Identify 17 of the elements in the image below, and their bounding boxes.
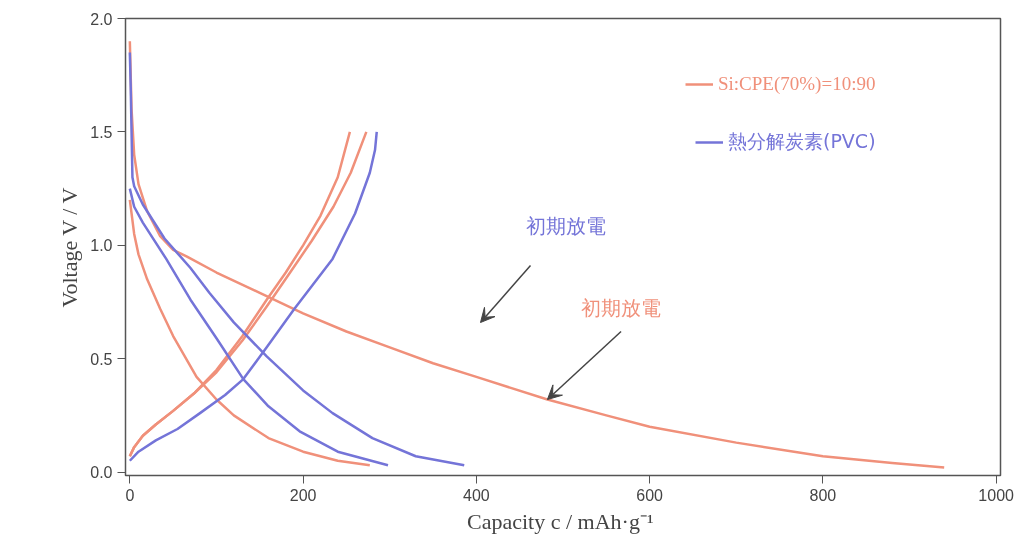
x-tick-label: 200	[289, 486, 317, 504]
x-tick-label: 600	[636, 486, 664, 504]
x-tick-label: 0	[125, 486, 135, 504]
y-tick-label: 1.5	[90, 123, 113, 141]
y-tick-label: 1.0	[90, 237, 113, 255]
y-tick-label: 2.0	[90, 10, 113, 28]
annotation: 初期放電	[581, 296, 662, 321]
legend-label: 熱分解炭素(PVC)	[728, 129, 876, 154]
legend-label: Si:CPE(70%)=10:90	[718, 73, 876, 95]
x-axis-title: Capacity c / mAh·g⁻¹	[467, 508, 654, 534]
annotation: 初期放電	[525, 213, 606, 238]
y-tick-label: 0.5	[90, 350, 113, 368]
x-tick-label: 800	[809, 486, 837, 504]
y-tick-label: 0.0	[90, 464, 113, 482]
x-tick-label: 1000	[978, 486, 1015, 504]
y-axis-title: Voltage V / V	[57, 187, 83, 308]
x-tick-label: 400	[463, 486, 490, 504]
